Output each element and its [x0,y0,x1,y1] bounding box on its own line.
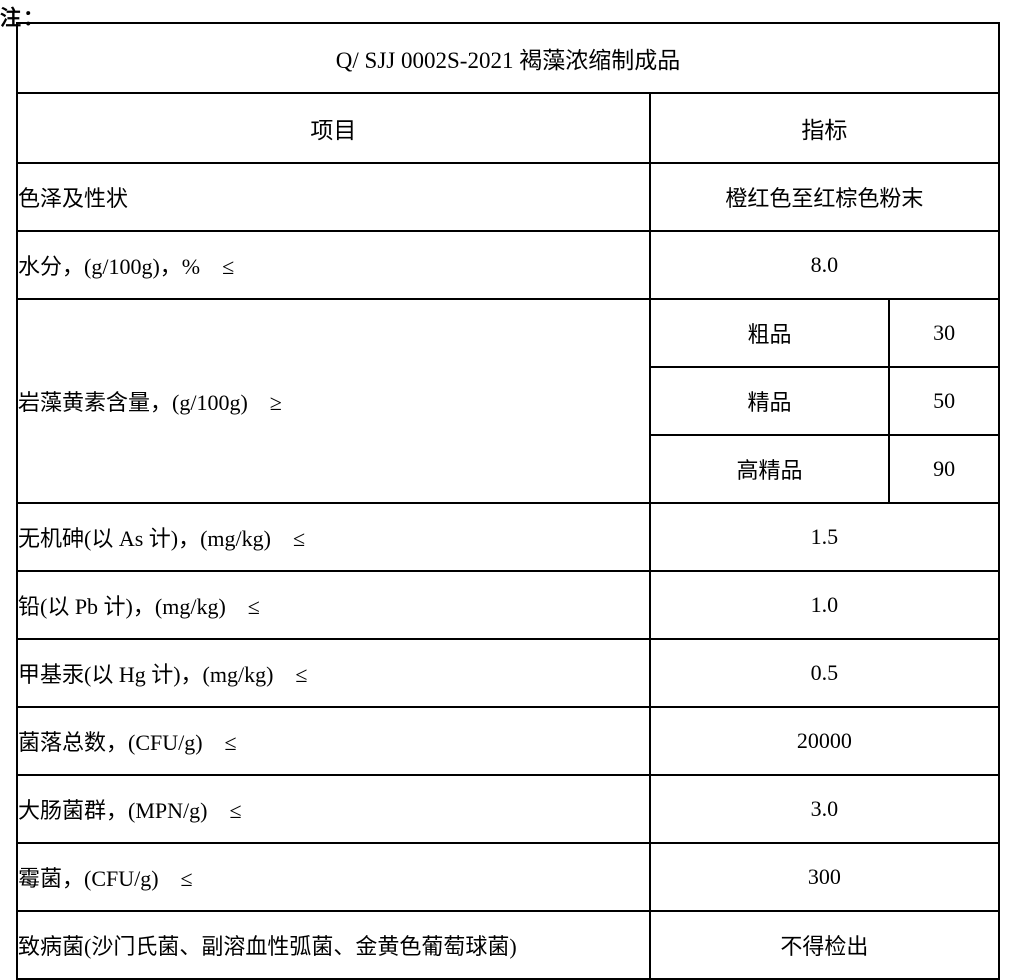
value-moisture: 8.0 [650,231,999,299]
table-row: 霉菌，(CFU/g) ≤ 300 [17,843,999,911]
table-row: 无机砷(以 As 计)，(mg/kg) ≤ 1.5 [17,503,999,571]
table-row: 水分，(g/100g)，% ≤ 8.0 [17,231,999,299]
param-mold: 霉菌，(CFU/g) ≤ [17,843,650,911]
table-row: 铅(以 Pb 计)，(mg/kg) ≤ 1.0 [17,571,999,639]
param-tpc: 菌落总数，(CFU/g) ≤ [17,707,650,775]
header-spec: 指标 [650,93,999,163]
header-param: 项目 [17,93,650,163]
grade-high-value: 90 [889,435,999,503]
table-row: 大肠菌群，(MPN/g) ≤ 3.0 [17,775,999,843]
table-header-row: 项目 指标 [17,93,999,163]
param-pathogen: 致病菌(沙门氏菌、副溶血性弧菌、金黄色葡萄球菌) [17,911,650,979]
table-title-row: Q/ SJJ 0002S-2021 褐藻浓缩制成品 [17,23,999,93]
param-fucoxanthin: 岩藻黄素含量，(g/100g) ≥ [17,299,650,503]
grade-crude-label: 粗品 [650,299,889,367]
grade-crude-value: 30 [889,299,999,367]
value-tpc: 20000 [650,707,999,775]
grade-fine-value: 50 [889,367,999,435]
value-mold: 300 [650,843,999,911]
value-arsenic: 1.5 [650,503,999,571]
value-lead: 1.0 [650,571,999,639]
table-row: 色泽及性状 橙红色至红棕色粉末 [17,163,999,231]
table-row: 菌落总数，(CFU/g) ≤ 20000 [17,707,999,775]
value-pathogen: 不得检出 [650,911,999,979]
param-coliform: 大肠菌群，(MPN/g) ≤ [17,775,650,843]
value-mercury: 0.5 [650,639,999,707]
param-arsenic: 无机砷(以 As 计)，(mg/kg) ≤ [17,503,650,571]
param-moisture: 水分，(g/100g)，% ≤ [17,231,650,299]
grade-fine-label: 精品 [650,367,889,435]
spec-table: Q/ SJJ 0002S-2021 褐藻浓缩制成品 项目 指标 色泽及性状 橙红… [16,22,1000,980]
param-lead: 铅(以 Pb 计)，(mg/kg) ≤ [17,571,650,639]
table-title: Q/ SJJ 0002S-2021 褐藻浓缩制成品 [17,23,999,93]
value-coliform: 3.0 [650,775,999,843]
grade-high-label: 高精品 [650,435,889,503]
param-mercury: 甲基汞(以 Hg 计)，(mg/kg) ≤ [17,639,650,707]
value-appearance: 橙红色至红棕色粉末 [650,163,999,231]
table-row: 岩藻黄素含量，(g/100g) ≥ 粗品 30 [17,299,999,367]
table-row: 致病菌(沙门氏菌、副溶血性弧菌、金黄色葡萄球菌) 不得检出 [17,911,999,979]
table-row: 甲基汞(以 Hg 计)，(mg/kg) ≤ 0.5 [17,639,999,707]
param-appearance: 色泽及性状 [17,163,650,231]
